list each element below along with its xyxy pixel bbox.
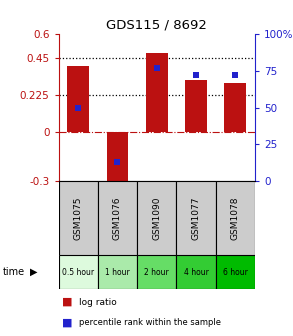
Bar bbox=[185, 80, 207, 132]
Bar bbox=[176, 255, 216, 289]
Text: time: time bbox=[3, 267, 25, 277]
Text: GSM1076: GSM1076 bbox=[113, 197, 122, 240]
Text: log ratio: log ratio bbox=[79, 298, 117, 307]
Text: GSM1077: GSM1077 bbox=[192, 197, 200, 240]
Bar bbox=[216, 181, 255, 255]
Text: GSM1090: GSM1090 bbox=[152, 197, 161, 240]
Bar bbox=[216, 255, 255, 289]
Bar bbox=[98, 181, 137, 255]
Text: percentile rank within the sample: percentile rank within the sample bbox=[79, 318, 221, 327]
Text: 2 hour: 2 hour bbox=[144, 268, 169, 277]
Bar bbox=[224, 83, 246, 132]
Text: GSM1075: GSM1075 bbox=[74, 197, 83, 240]
Title: GDS115 / 8692: GDS115 / 8692 bbox=[106, 18, 207, 31]
Text: 4 hour: 4 hour bbox=[184, 268, 208, 277]
Bar bbox=[146, 53, 168, 132]
Text: GSM1078: GSM1078 bbox=[231, 197, 240, 240]
Bar bbox=[67, 67, 89, 132]
Bar bbox=[59, 255, 98, 289]
Bar bbox=[59, 181, 98, 255]
Text: ■: ■ bbox=[62, 318, 72, 328]
Bar bbox=[137, 181, 176, 255]
Bar bbox=[107, 132, 128, 188]
Text: ▶: ▶ bbox=[30, 267, 38, 277]
Text: ■: ■ bbox=[62, 297, 72, 307]
Bar bbox=[98, 255, 137, 289]
Text: 1 hour: 1 hour bbox=[105, 268, 130, 277]
Bar bbox=[176, 181, 216, 255]
Text: 0.5 hour: 0.5 hour bbox=[62, 268, 94, 277]
Text: 6 hour: 6 hour bbox=[223, 268, 248, 277]
Bar bbox=[137, 255, 176, 289]
